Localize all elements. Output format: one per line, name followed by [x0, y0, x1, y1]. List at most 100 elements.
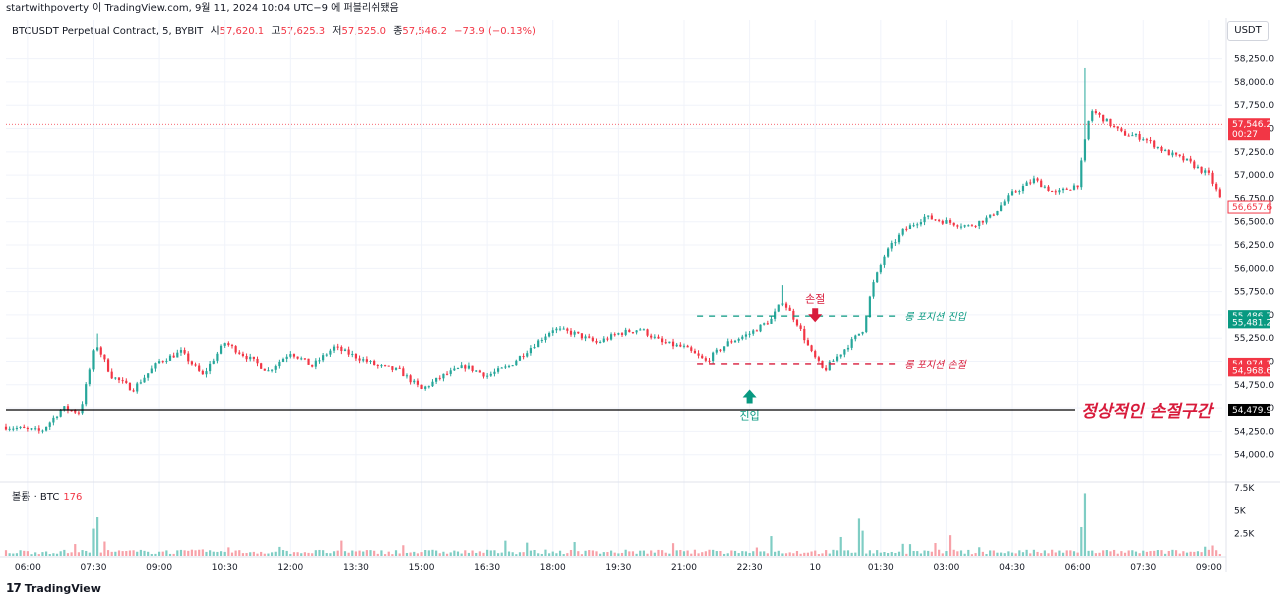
candle-body — [846, 347, 850, 350]
candle-body — [1178, 154, 1181, 156]
open-value: 57,620.1 — [219, 26, 265, 37]
volume-bar — [635, 553, 638, 556]
volume-bar — [661, 550, 664, 556]
candle-body — [741, 336, 744, 339]
candle-body — [693, 350, 697, 354]
candle-body — [55, 416, 59, 418]
candle-body — [569, 330, 573, 335]
volume-bar — [365, 550, 368, 556]
candle-body — [839, 354, 842, 357]
volume-bar — [114, 551, 117, 556]
volume-bar — [194, 550, 197, 556]
volume-bar — [1065, 550, 1068, 556]
candle-body — [978, 220, 981, 227]
volume-bar — [37, 554, 40, 556]
volume-bar — [1200, 552, 1203, 556]
candle-body — [59, 410, 62, 417]
volume-bar — [281, 550, 285, 556]
volume-bar — [912, 550, 915, 556]
candle-body — [427, 386, 430, 388]
candle-body — [1153, 140, 1156, 148]
volume-bar — [4, 550, 8, 556]
candle-body — [1014, 191, 1017, 193]
volume-bar — [974, 553, 977, 556]
candle-body — [1204, 170, 1207, 173]
volume-bar — [781, 553, 784, 556]
volume-bar — [74, 544, 77, 556]
volume-label[interactable]: 볼륨 · BTC — [12, 492, 60, 503]
price-label-box — [1228, 403, 1270, 416]
candle-body — [158, 361, 161, 364]
volume-bar — [584, 550, 587, 556]
candle-body — [770, 318, 773, 324]
candle-body — [890, 242, 893, 249]
price-label-box — [1227, 200, 1271, 214]
volume-bar — [486, 549, 489, 556]
candle-body — [270, 369, 274, 371]
candle-body — [708, 360, 711, 362]
candle-body — [281, 358, 285, 362]
candle-body — [1207, 170, 1210, 173]
volume-bar — [897, 551, 901, 556]
volume-bar — [843, 550, 846, 556]
x-tick-label: 09:00 — [146, 563, 172, 573]
candle-body — [1072, 185, 1076, 190]
entry-line-label: 롱 포지션 진입 — [904, 311, 966, 323]
candle-body — [661, 338, 664, 343]
candle-body — [369, 360, 372, 362]
volume-bar — [1218, 554, 1221, 556]
volume-bar — [989, 550, 992, 556]
volume-bar — [453, 550, 456, 556]
candle-body — [493, 371, 496, 374]
volume-bar — [121, 551, 124, 556]
candle-body — [478, 370, 481, 373]
volume-bar — [227, 547, 230, 556]
candle-body — [595, 340, 598, 343]
candle-body — [1156, 146, 1159, 148]
candle-body — [1138, 134, 1141, 140]
volume-bar — [136, 551, 139, 556]
candle-body — [456, 368, 460, 370]
volume-bar — [679, 549, 682, 556]
volume-bar — [606, 552, 609, 556]
y-tick-label: 56,250.0 — [1234, 241, 1274, 251]
candle-body — [1069, 189, 1072, 191]
candle-body — [500, 367, 503, 369]
symbol-name[interactable]: BTCUSDT Perpetual Contract, 5, BYBIT — [12, 26, 204, 37]
volume-bar — [854, 552, 857, 556]
candle-body — [1167, 149, 1170, 156]
volume-bar — [752, 551, 755, 556]
candle-body — [927, 215, 930, 217]
candle-body — [81, 404, 84, 414]
volume-bar — [270, 552, 274, 556]
candle-body — [650, 335, 653, 338]
volume-bar — [526, 542, 529, 556]
candle-body — [176, 352, 179, 358]
candle-body — [373, 360, 376, 365]
volume-bar — [493, 550, 496, 556]
candle-body — [675, 344, 678, 347]
candle-body — [719, 349, 722, 351]
volume-bar — [551, 551, 554, 556]
volume-bar — [81, 550, 84, 556]
volume-bar — [190, 549, 193, 556]
volume-bar — [704, 551, 707, 556]
volume-bar — [416, 553, 419, 556]
candle-body — [518, 356, 522, 361]
candle-body — [522, 356, 525, 358]
volume-bar — [475, 552, 478, 556]
candle-body — [952, 222, 955, 226]
candle-body — [332, 346, 336, 351]
candle-body — [715, 349, 718, 353]
volume-bar — [617, 553, 620, 556]
candle-body — [245, 355, 248, 360]
currency-button[interactable]: USDT — [1227, 21, 1269, 41]
volume-bar — [599, 553, 602, 556]
candle-body — [671, 341, 675, 347]
x-tick-label: 10:30 — [212, 563, 238, 573]
candle-body — [209, 363, 212, 372]
volume-bar — [930, 551, 933, 556]
candle-body — [868, 296, 871, 318]
candle-body — [712, 352, 715, 362]
